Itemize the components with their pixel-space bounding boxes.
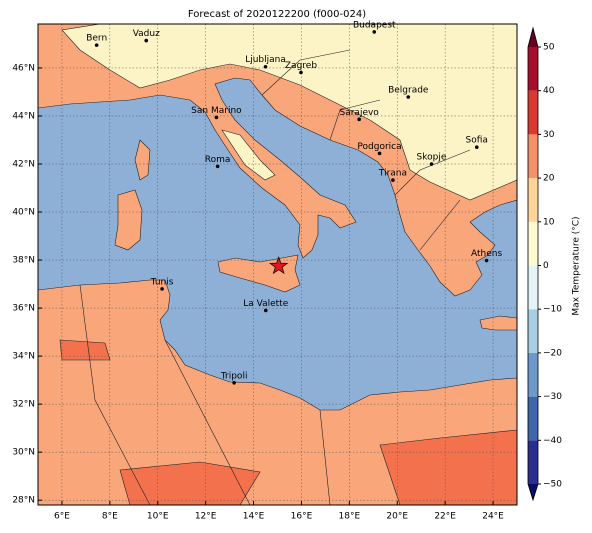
city-dot xyxy=(160,287,164,291)
colorbar-label: Max Temperature (°C) xyxy=(572,216,582,315)
colorbar-tick-label: 50 xyxy=(543,43,555,53)
x-tick-label: 20°E xyxy=(386,512,408,522)
colorbar-tick-label: 40 xyxy=(543,86,555,96)
city-dot xyxy=(372,30,377,34)
city-label: San Marino xyxy=(191,106,242,116)
city-dot xyxy=(377,151,382,156)
x-tick-label: 10°E xyxy=(147,512,169,522)
colorbar-tick-label: −30 xyxy=(543,392,562,402)
city-label: Ljubljana xyxy=(245,55,286,65)
x-tick-label: 22°E xyxy=(434,512,456,522)
city-label: Sofia xyxy=(466,136,488,146)
city-dot xyxy=(214,115,219,120)
grid xyxy=(38,24,517,505)
city-dot xyxy=(215,164,220,169)
x-tick-label: 18°E xyxy=(339,512,361,522)
city-label: Zagreb xyxy=(285,61,317,71)
y-tick-label: 38°N xyxy=(12,256,35,266)
y-tick-label: 46°N xyxy=(12,63,35,73)
city-dot xyxy=(263,64,268,69)
colorbar-tick-label: 20 xyxy=(543,174,555,184)
y-tick-label: 36°N xyxy=(12,304,35,314)
city-dot xyxy=(484,258,489,263)
warm-zone xyxy=(119,461,261,505)
city-label: La Valette xyxy=(243,299,288,309)
colorbar-band xyxy=(528,309,538,353)
city-label: Tunis xyxy=(150,277,174,287)
y-tick-label: 28°N xyxy=(12,496,35,506)
colorbar-band xyxy=(528,178,538,222)
colorbar-tick-label: 0 xyxy=(543,261,549,271)
city-label: Sarajevo xyxy=(340,108,380,118)
colorbar-tick-label: 30 xyxy=(543,130,555,140)
colorbar-band xyxy=(528,352,538,397)
colorbar-tick-label: 10 xyxy=(543,217,555,227)
corsica xyxy=(134,139,151,181)
crete xyxy=(479,315,517,331)
x-tick-label: 12°E xyxy=(195,512,217,522)
colorbar-band xyxy=(528,134,538,179)
city-label: Tirana xyxy=(378,169,407,179)
city-dot xyxy=(144,38,149,43)
city-dot xyxy=(474,145,479,149)
city-label: Skopje xyxy=(417,153,447,163)
map-frame xyxy=(37,23,518,506)
colorbar-tick-label: −50 xyxy=(543,480,562,490)
city-dot xyxy=(299,70,303,75)
y-tick-label: 44°N xyxy=(12,111,35,121)
city-label: Vaduz xyxy=(133,29,160,39)
city-dot xyxy=(406,95,411,99)
y-tick-label: 40°N xyxy=(12,208,35,218)
x-tick-label: 16°E xyxy=(291,512,313,522)
colorbar-band xyxy=(528,265,538,310)
warm-zone xyxy=(379,429,517,505)
colorbar-tick-label: −10 xyxy=(543,305,562,315)
warm-zone xyxy=(59,339,111,361)
city-dot xyxy=(429,162,434,166)
colorbar-under xyxy=(528,484,538,500)
city-label: Podgorica xyxy=(357,142,401,152)
city-label: Tripoli xyxy=(220,371,248,381)
y-tick-label: 30°N xyxy=(12,448,35,458)
city-dot xyxy=(94,43,99,47)
city-label: Roma xyxy=(205,155,231,165)
colorbar-tick-label: −40 xyxy=(543,436,562,446)
title: Forecast of 2020122200 (f000-024) xyxy=(188,9,366,20)
cool-zone xyxy=(221,129,276,181)
colorbar-band xyxy=(528,90,538,135)
city-dot xyxy=(232,380,236,385)
y-tick-label: 42°N xyxy=(12,160,35,170)
colorbar-band xyxy=(528,221,538,266)
city-label: Belgrade xyxy=(388,86,429,96)
colorbar-over xyxy=(528,28,538,47)
colorbar-band xyxy=(528,47,538,91)
sardinia xyxy=(114,189,143,251)
colorbar-band xyxy=(528,440,538,484)
y-tick-label: 32°N xyxy=(12,400,35,410)
city-label: Bern xyxy=(86,34,107,44)
borders xyxy=(79,49,471,505)
city-dot xyxy=(357,117,361,122)
x-tick-label: 14°E xyxy=(243,512,265,522)
city-dot xyxy=(263,308,268,313)
city-label: Budapest xyxy=(353,20,396,30)
x-tick-label: 24°E xyxy=(482,512,504,522)
x-tick-label: 8°E xyxy=(102,512,118,522)
x-tick-label: 6°E xyxy=(54,512,70,522)
colorbar-tick-label: −20 xyxy=(543,348,562,358)
star-marker xyxy=(269,256,289,275)
city-label: Athens xyxy=(471,249,502,259)
y-tick-label: 34°N xyxy=(12,352,35,362)
city-dot xyxy=(391,178,395,182)
colorbar-band xyxy=(528,396,538,441)
